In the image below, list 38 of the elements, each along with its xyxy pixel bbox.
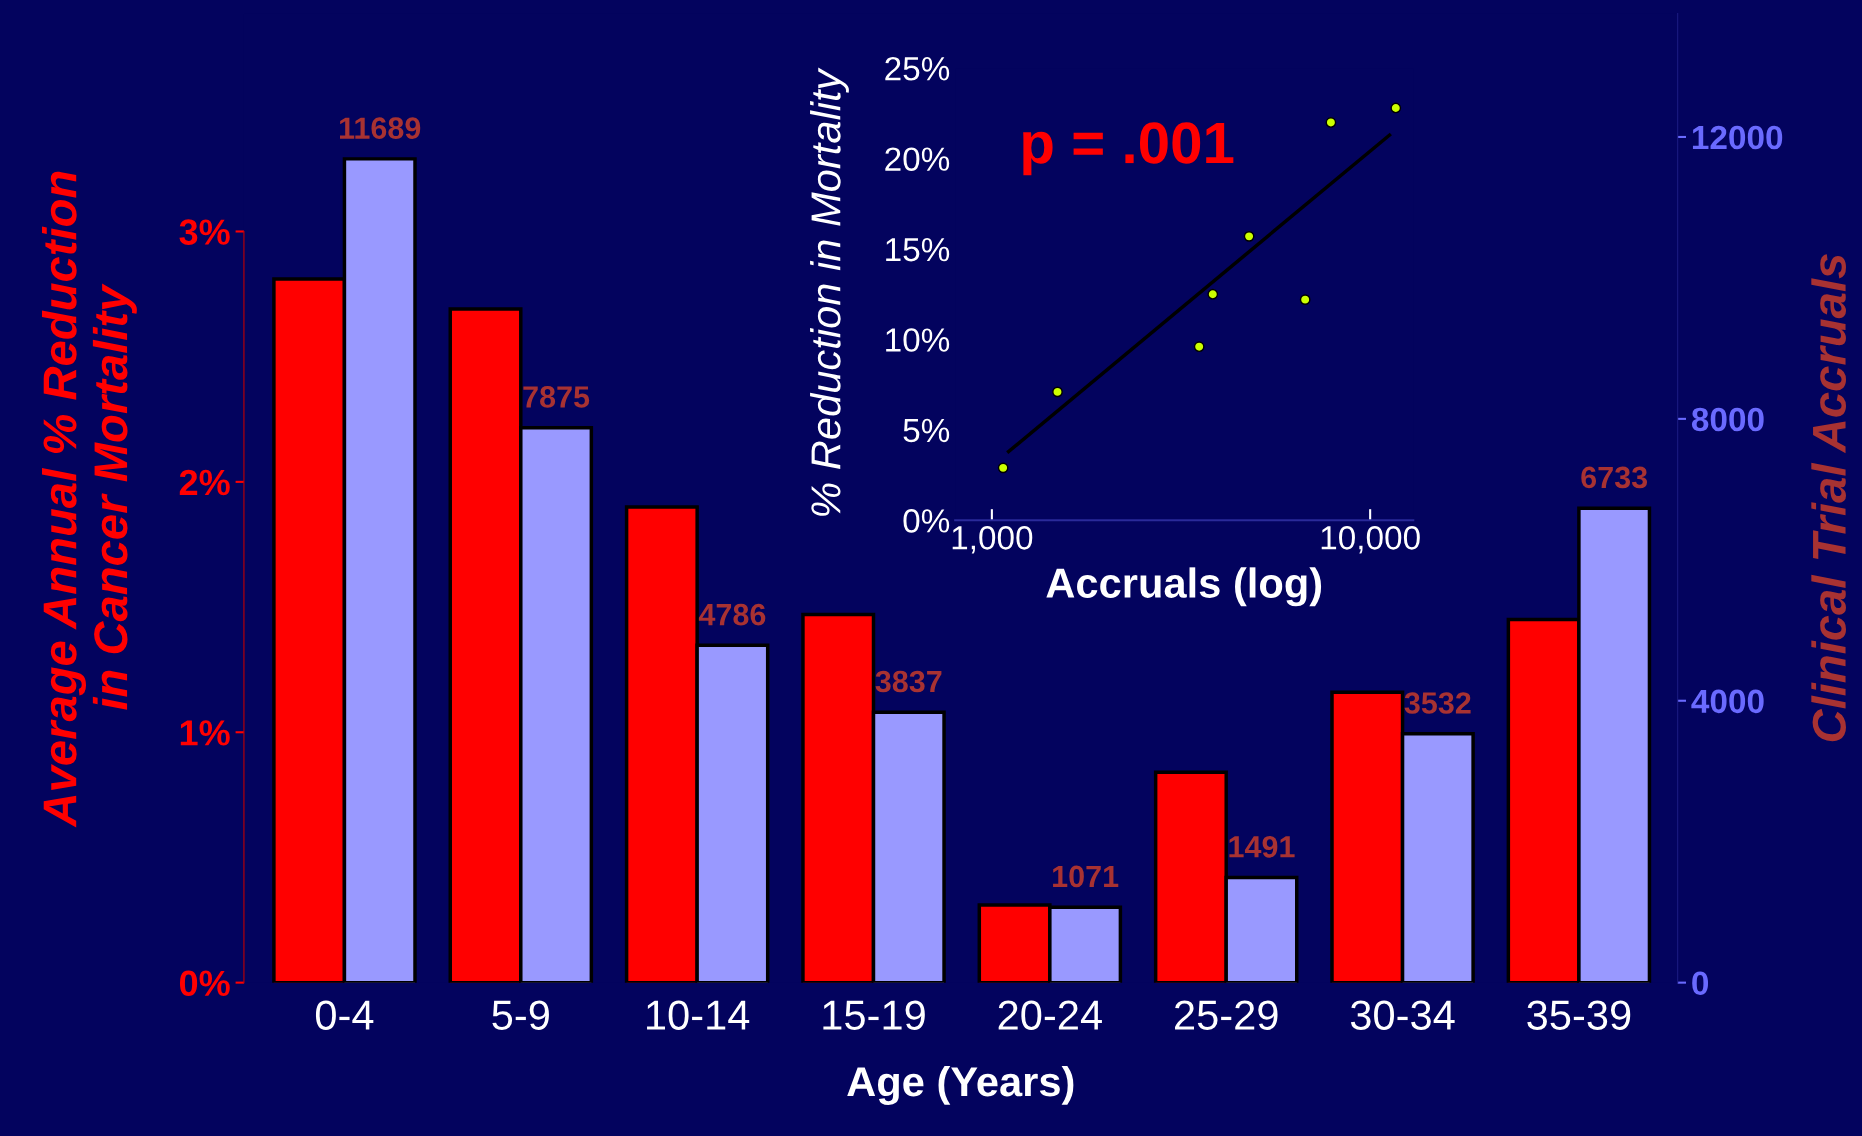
x-tick-label: 30-34 [1350,1000,1455,1030]
x-tick-label: 35-39 [1527,1000,1631,1030]
data-label: 1491 [1229,836,1295,858]
x-tick-label: 25-29 [1175,1000,1278,1030]
y-tick-label: 15% [886,237,950,262]
y-tick-label: 0% [179,970,230,997]
data-label: 6733 [1581,466,1648,489]
y2-tick-label: 8000 [1691,407,1764,432]
y2-tick-label: 12000 [1692,125,1783,150]
y-tick-label: 10% [886,328,950,352]
x-tick-label: 10-14 [647,1000,750,1030]
y-tick-label: 0% [903,509,950,533]
x-tick-label: 10,000 [1321,526,1420,554]
y-tick-label: 20% [885,147,950,171]
y-axis-title: % Reduction in Mortality [810,67,849,516]
y-tick-label: 5% [903,418,950,443]
data-label: 11689 [340,117,421,139]
y2-axis-title: Clinical Trial Accruals [1811,254,1846,742]
y-tick-label: 1% [180,720,230,746]
y2-tick-label: 4000 [1691,689,1764,714]
data-label: 1071 [1053,865,1119,888]
x-axis-title: Accruals (log) [1046,567,1322,607]
data-label: 7875 [523,386,590,408]
x-tick-label: 1,000 [952,526,1033,554]
x-tick-label: 15-19 [823,1000,925,1030]
y-axis-title: Average Annual % Reduction in Cancer Mortality [41,171,137,828]
data-label: 3532 [1404,692,1471,714]
data-label: 3837 [875,670,942,693]
y-tick-label: 2% [179,469,230,496]
x-axis-title: Age (Years) [847,1065,1074,1105]
x-tick-label: 5-9 [492,1000,549,1030]
y-tick-label: 3% [179,219,230,245]
x-tick-label: 20-24 [998,1000,1102,1030]
y-tick-label: 25% [885,56,950,81]
data-label: 4786 [698,603,766,626]
x-tick-label: 0-4 [315,1000,374,1030]
annotation: p = .001 [1023,122,1234,176]
y2-tick-label: 0 [1692,971,1709,996]
